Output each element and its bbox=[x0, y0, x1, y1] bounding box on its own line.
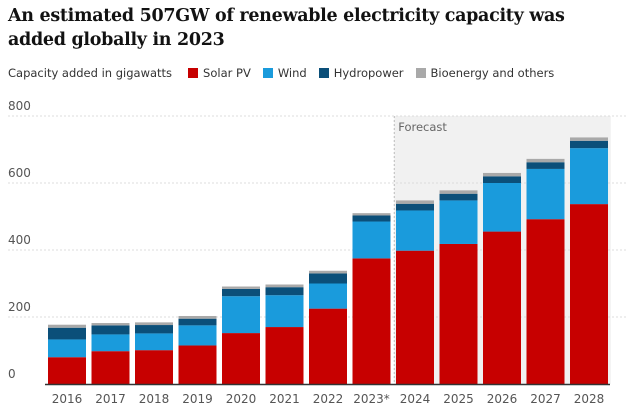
bar-wind-2024 bbox=[396, 210, 434, 251]
y-tick-label-200: 200 bbox=[8, 300, 31, 314]
bar-wind-2028 bbox=[570, 148, 608, 205]
bar-solar-pv-2018 bbox=[135, 350, 173, 384]
legend-swatch-hydropower bbox=[318, 68, 329, 78]
bar-wind-2017 bbox=[91, 334, 130, 352]
bar-solar-pv-2024 bbox=[396, 250, 434, 384]
legend: Capacity added in gigawatts Solar PV Win… bbox=[8, 64, 566, 82]
bar-solar-pv-2028 bbox=[570, 204, 608, 384]
x-tick-label-2026: 2026 bbox=[487, 392, 518, 406]
bar-hydropower-2021 bbox=[265, 287, 304, 296]
bar-wind-2025 bbox=[439, 200, 478, 244]
bar-hydropower-2025 bbox=[439, 193, 478, 201]
bar-bioenergy-and-others-2021 bbox=[265, 284, 304, 288]
bar-solar-pv-2023 bbox=[352, 258, 391, 384]
y-tick-label-600: 600 bbox=[8, 166, 31, 180]
bar-wind-2021 bbox=[265, 295, 304, 328]
x-tick-label-2019: 2019 bbox=[182, 392, 213, 406]
legend-label-solar-pv: Solar PV bbox=[203, 66, 251, 80]
bar-bioenergy-and-others-2022 bbox=[309, 270, 347, 274]
x-tick-label-2028: 2028 bbox=[574, 392, 605, 406]
bar-bioenergy-and-others-2028 bbox=[570, 137, 608, 141]
bar-wind-2027 bbox=[526, 168, 565, 220]
bar-bioenergy-and-others-2025 bbox=[439, 190, 478, 194]
x-tick-label-2022: 2022 bbox=[313, 392, 344, 406]
bar-solar-pv-2020 bbox=[222, 333, 260, 384]
bar-hydropower-2018 bbox=[135, 325, 173, 334]
legend-swatch-solar-pv bbox=[188, 68, 199, 78]
bar-wind-2020 bbox=[222, 296, 260, 334]
bar-hydropower-2027 bbox=[526, 162, 565, 169]
bar-hydropower-2024 bbox=[396, 203, 434, 211]
bar-wind-2023 bbox=[352, 221, 391, 259]
bar-solar-pv-2025 bbox=[439, 243, 478, 384]
bar-hydropower-2017 bbox=[91, 325, 130, 335]
bar-solar-pv-2016 bbox=[48, 357, 86, 384]
bar-solar-pv-2017 bbox=[91, 351, 130, 384]
bar-hydropower-2020 bbox=[222, 288, 260, 297]
bar-hydropower-2028 bbox=[570, 140, 608, 149]
x-tick-label-2020: 2020 bbox=[226, 392, 257, 406]
legend-label-wind: Wind bbox=[277, 66, 307, 80]
y-tick-label-400: 400 bbox=[8, 233, 31, 247]
bar-hydropower-2019 bbox=[178, 318, 217, 326]
bar-bioenergy-and-others-2026 bbox=[483, 172, 521, 177]
bar-solar-pv-2026 bbox=[483, 231, 521, 384]
x-tick-label-2027: 2027 bbox=[530, 392, 561, 406]
chart-subtitle: Capacity added in gigawatts bbox=[8, 66, 173, 80]
bar-bioenergy-and-others-2027 bbox=[526, 158, 565, 163]
x-tick-label-2016: 2016 bbox=[52, 392, 83, 406]
legend-swatch-bioenergy bbox=[415, 68, 426, 78]
bar-hydropower-2022 bbox=[309, 273, 347, 284]
bar-hydropower-2016 bbox=[48, 327, 86, 340]
legend-item-bioenergy: Bioenergy and others bbox=[415, 66, 555, 80]
x-tick-label-2023: 2023* bbox=[353, 392, 390, 406]
bar-bioenergy-and-others-2020 bbox=[222, 286, 260, 289]
x-tick-label-2021: 2021 bbox=[269, 392, 300, 406]
bar-solar-pv-2022 bbox=[309, 308, 347, 384]
chart-title: An estimated 507GW of renewable electric… bbox=[8, 6, 565, 50]
legend-label-bioenergy: Bioenergy and others bbox=[430, 66, 555, 80]
bar-wind-2022 bbox=[309, 283, 347, 309]
legend-label-hydropower: Hydropower bbox=[333, 66, 404, 80]
legend-item-solar-pv: Solar PV bbox=[188, 66, 251, 80]
bar-bioenergy-and-others-2016 bbox=[48, 324, 86, 328]
bar-bioenergy-and-others-2017 bbox=[91, 323, 130, 326]
legend-swatch-wind bbox=[262, 68, 273, 78]
bar-solar-pv-2021 bbox=[265, 327, 304, 384]
y-tick-label-0: 0 bbox=[8, 367, 16, 381]
bar-hydropower-2026 bbox=[483, 176, 521, 183]
bar-wind-2026 bbox=[483, 183, 521, 232]
bar-bioenergy-and-others-2023 bbox=[352, 213, 391, 216]
y-tick-label-800: 800 bbox=[8, 99, 31, 113]
bar-bioenergy-and-others-2019 bbox=[178, 315, 217, 319]
x-tick-label-2018: 2018 bbox=[139, 392, 170, 406]
bar-bioenergy-and-others-2024 bbox=[396, 200, 434, 204]
bar-wind-2019 bbox=[178, 325, 217, 346]
bar-wind-2016 bbox=[48, 339, 86, 358]
bar-solar-pv-2027 bbox=[526, 219, 565, 384]
legend-item-hydropower: Hydropower bbox=[318, 66, 404, 80]
bar-wind-2018 bbox=[135, 333, 173, 351]
forecast-label: Forecast bbox=[398, 120, 447, 134]
bar-solar-pv-2019 bbox=[178, 345, 217, 384]
x-tick-label-2017: 2017 bbox=[95, 392, 126, 406]
x-tick-label-2024: 2024 bbox=[400, 392, 431, 406]
bar-hydropower-2023 bbox=[352, 215, 391, 222]
bar-bioenergy-and-others-2018 bbox=[135, 322, 173, 326]
legend-item-wind: Wind bbox=[262, 66, 307, 80]
x-tick-label-2025: 2025 bbox=[443, 392, 474, 406]
